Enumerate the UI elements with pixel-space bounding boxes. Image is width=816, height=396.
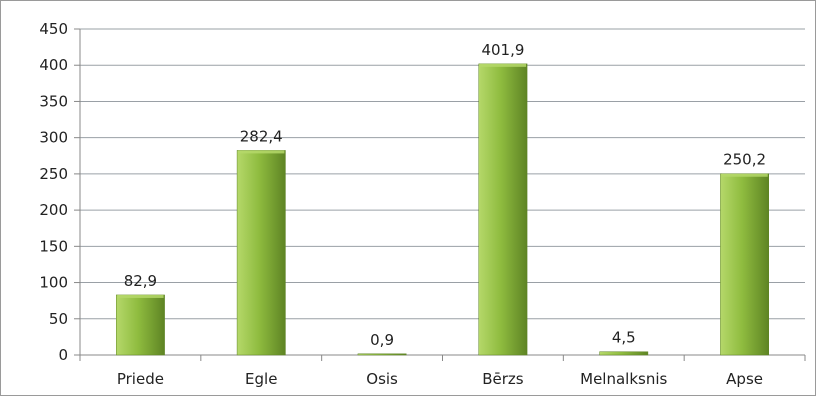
data-labels: 82,9 282,4 0,9 401,9 4,5 250,2 bbox=[124, 41, 766, 349]
y-tick-label: 150 bbox=[39, 237, 68, 255]
bar-top-highlight bbox=[117, 294, 164, 298]
data-label: 82,9 bbox=[124, 272, 157, 290]
gridlines bbox=[80, 28, 805, 320]
bar bbox=[478, 63, 528, 356]
x-tick-label: Egle bbox=[245, 370, 277, 388]
x-tick-label: Apse bbox=[726, 370, 763, 388]
y-tick-label: 400 bbox=[39, 56, 68, 74]
bar bbox=[236, 150, 286, 356]
y-tick-label: 350 bbox=[39, 92, 68, 110]
bar-top-highlight bbox=[479, 63, 527, 67]
x-tick-label: Osis bbox=[366, 370, 398, 388]
bar bbox=[357, 353, 407, 356]
y-tick-labels: 0 50 100 150 200 250 300 350 400 450 bbox=[39, 20, 68, 364]
y-tick-label: 0 bbox=[58, 346, 68, 364]
bar-top-highlight bbox=[238, 150, 285, 154]
y-tick-label: 50 bbox=[49, 310, 68, 328]
data-label: 282,4 bbox=[240, 127, 283, 145]
bar bbox=[599, 351, 649, 356]
x-tick-label: Bērzs bbox=[482, 370, 524, 388]
bar bbox=[720, 173, 770, 356]
y-tick-label: 300 bbox=[39, 129, 68, 147]
y-tick-label: 450 bbox=[39, 20, 68, 38]
data-label: 4,5 bbox=[612, 329, 636, 347]
x-tick-label: Priede bbox=[117, 370, 164, 388]
axes bbox=[74, 28, 806, 361]
data-label: 401,9 bbox=[481, 41, 524, 59]
bar-top-highlight bbox=[721, 173, 768, 177]
data-label: 250,2 bbox=[723, 151, 766, 169]
bars bbox=[116, 63, 770, 356]
x-tick-label: Melnalksnis bbox=[580, 370, 667, 388]
y-tick-label: 250 bbox=[39, 165, 68, 183]
y-tick-label: 100 bbox=[39, 274, 68, 292]
y-tick-label: 200 bbox=[39, 201, 68, 219]
x-tick-labels: Priede Egle Osis Bērzs Melnalksnis Apse bbox=[117, 370, 763, 388]
data-label: 0,9 bbox=[370, 331, 394, 349]
bar bbox=[116, 294, 165, 356]
